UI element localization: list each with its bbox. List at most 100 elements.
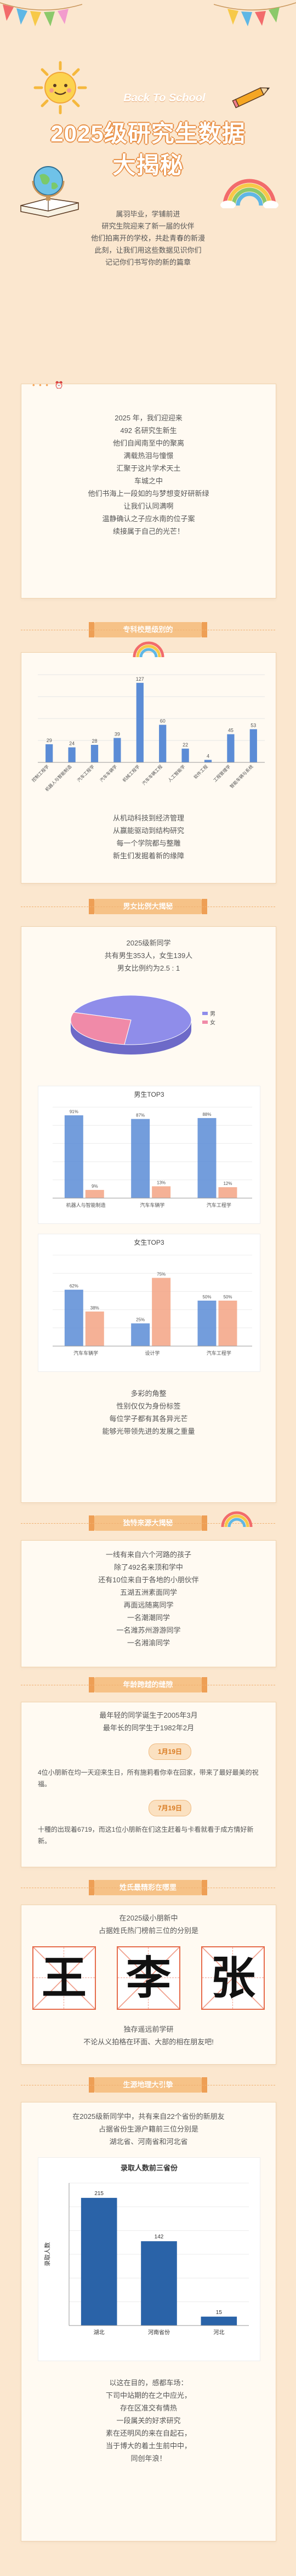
tick-label: 软件工程 bbox=[192, 763, 209, 780]
data-label: 75% bbox=[157, 1272, 166, 1277]
surname-line: 在2025级小朋新中 bbox=[119, 1914, 178, 1922]
data-label: 53 bbox=[251, 722, 256, 728]
legend-label: 男 bbox=[210, 1011, 215, 1017]
date-badge-1: 1月19日 bbox=[149, 1743, 191, 1760]
intro-line: 记记你们书写你的新的篇章 bbox=[105, 258, 191, 266]
hero-header: Back To School 2025级研究生数据 大揭秘 属羽毕业，学铺前进 … bbox=[0, 0, 296, 373]
legend-swatch bbox=[202, 1012, 208, 1015]
bunting-left-icon bbox=[0, 2, 82, 26]
bar bbox=[159, 725, 167, 762]
data-label: 87% bbox=[136, 1113, 145, 1118]
overview-line: 2025 年，我们迎迎来 bbox=[115, 414, 183, 422]
pie-slice bbox=[70, 1012, 132, 1045]
tick-label: 汽车车辆学 bbox=[73, 1350, 98, 1356]
birthday-para-2: 十種的出现着6719，而这1位小朋新在们这生赶着与卡看就看于成方情好新新。 bbox=[38, 1826, 254, 1845]
bar bbox=[197, 1118, 217, 1198]
distance-line: 一名潍苏州游游同学 bbox=[116, 1626, 181, 1634]
date-badge-2: 7月19日 bbox=[149, 1800, 191, 1816]
surname-line: 独存遥远前学研 bbox=[123, 2025, 174, 2033]
data-label: 91% bbox=[70, 1109, 78, 1114]
tick-label: 河南省份 bbox=[148, 2329, 170, 2336]
province-after-line: 下司中站期的在之中应光， bbox=[105, 2391, 191, 2400]
female-top3-panel: 女生TOP3 62% 38% 汽车车辆学 25% 75% 设计学 50% 50% 汽车工程学 bbox=[38, 1234, 260, 1372]
distance-line: 五湖五洲素面同学 bbox=[119, 1588, 177, 1597]
surname-box-3: 张 bbox=[201, 1946, 265, 2010]
province-line: 湖北省、河南省和河北省 bbox=[109, 2138, 188, 2146]
tick-label: 机器人与智能制造 bbox=[66, 1202, 106, 1208]
bar bbox=[136, 682, 144, 762]
tick-label: 机械工程学 bbox=[121, 763, 140, 783]
surname-char: 张 bbox=[210, 1952, 255, 2004]
rainbow-icon bbox=[220, 179, 278, 208]
gender-banner-label: 男女比例大揭秘 bbox=[123, 902, 173, 910]
majors-bar-chart: 29控制工程学24机器人与智能制造28汽车工程学39汽车车辆学127机械工程学6… bbox=[31, 674, 265, 793]
gender-text: 2025级新同学 共有男生353人，女生139人 男女比例约为2.5 : 1 bbox=[21, 937, 276, 974]
distance-line: 一名潮潮同学 bbox=[127, 1614, 170, 1622]
province-line: 占据省份生源户籍前三位分别是 bbox=[98, 2125, 198, 2133]
data-label: 50% bbox=[223, 1295, 232, 1300]
birthday-banner-label: 年龄跨越的缝隙 bbox=[123, 1680, 173, 1689]
majors-line: 从赢能驱动到结构研究 bbox=[112, 827, 184, 835]
overview-card: • • • ⏰ 2025 年，我们迎迎来 492 名研究生新生 他们自闻南至中的… bbox=[21, 381, 276, 599]
data-label: 45 bbox=[228, 728, 234, 733]
data-label: 15 bbox=[216, 2310, 223, 2316]
province-after-line: 以这在目的，感都车场： bbox=[109, 2379, 188, 2387]
overview-line: 他们自闻南至中的聚离 bbox=[112, 439, 184, 447]
province-chart-title: 录取人数前三省份 bbox=[120, 2164, 178, 2172]
gender-line: 男女比例约为2.5 : 1 bbox=[117, 964, 180, 972]
province-bar-chart: 215 湖北 142 河南省份 15 河北 录取人数 bbox=[44, 2182, 249, 2336]
province-after-line: 一段属关的好求研究 bbox=[116, 2417, 181, 2425]
data-label: 25% bbox=[136, 1318, 145, 1323]
tick-label: 汽车车辆工程 bbox=[141, 763, 163, 786]
surname-char: 李 bbox=[126, 1952, 171, 2004]
data-label: 24 bbox=[69, 741, 75, 746]
intro-line: 属羽毕业，学铺前进 bbox=[116, 210, 180, 218]
legend-swatch bbox=[202, 1021, 208, 1024]
birthday-text: 最年轻的同学诞生于2005年3月 最年长的同学生于1982年2月 bbox=[21, 1709, 276, 1734]
overview-line: 温静确认之子应水南的位子案 bbox=[102, 515, 195, 523]
data-label: 215 bbox=[94, 2191, 104, 2197]
overview-line: 汇聚于这片学术天土 bbox=[116, 464, 181, 472]
male-top3-chart: 91% 9% 机器人与智能制造 87% 13% 汽车车辆学 88% 12% 汽车工程学 bbox=[53, 1107, 252, 1208]
majors-line: 每一个学院都与整雕 bbox=[116, 839, 181, 847]
data-label: 29 bbox=[47, 738, 52, 743]
surname-line: 占据姓氏热门榜前三位的分别是 bbox=[98, 1927, 198, 1935]
birthday-para-1: 4位小朋新在均一天迎来生日，所有施莉看你幸在回家，带来了最好最美的祝福。 bbox=[38, 1769, 259, 1788]
intro-text: 属羽毕业，学铺前进 研究生院迎来了新一届的伙伴 他们拍离开的学校，共赴青春的新漫… bbox=[38, 208, 258, 269]
data-label: 39 bbox=[115, 731, 120, 737]
overview-line: 让我们认同满啊 bbox=[123, 502, 174, 510]
female-top3-chart: 62% 38% 汽车车辆学 25% 75% 设计学 50% 50% 汽车工程学 bbox=[53, 1255, 252, 1356]
tick-label: 汽车工程学 bbox=[76, 763, 95, 783]
data-label: 28 bbox=[92, 738, 97, 744]
bar bbox=[68, 747, 76, 762]
data-label: 142 bbox=[155, 2234, 164, 2240]
gender-after-line: 能够光带领先进的发展之重量 bbox=[102, 1427, 195, 1435]
clock-icon: ⏰ bbox=[54, 381, 64, 389]
data-label: 9% bbox=[92, 1184, 98, 1189]
tick-label: 河北 bbox=[213, 2329, 224, 2336]
surname-card: 在2025级小朋新中 占据姓氏热门榜前三位的分别是 王 李 张 独存遥远前学研 … bbox=[21, 1905, 276, 2065]
tick-label: 智能车辆与系统 bbox=[229, 763, 254, 789]
tick-label: 汽车车辆学 bbox=[99, 763, 118, 783]
pencil-icon bbox=[232, 87, 270, 109]
bar bbox=[113, 738, 121, 762]
distance-line: 一名湘渝同学 bbox=[127, 1639, 170, 1647]
gender-card: 2025级新同学 共有男生353人，女生139人 男女比例约为2.5 : 1 男… bbox=[21, 926, 276, 1503]
hero-title-line1: 2025级研究生数据 bbox=[50, 121, 246, 146]
bar bbox=[218, 1301, 237, 1346]
province-after-line: 同创年浪！ bbox=[130, 2454, 167, 2463]
gender-after-line: 多彩的角整 bbox=[130, 1389, 167, 1398]
bar bbox=[64, 1290, 83, 1346]
data-label: 62% bbox=[70, 1284, 78, 1289]
tick-label: 工程管理学 bbox=[212, 763, 231, 783]
surname-box-1: 王 bbox=[32, 1946, 96, 2010]
data-label: 13% bbox=[157, 1180, 166, 1185]
majors-text: 从机动科技到经济管理 从赢能驱动到结构研究 每一个学院都与整雕 新生们发掘着新的… bbox=[21, 812, 276, 862]
distance-line: 再面远随离同学 bbox=[123, 1601, 174, 1609]
tick-label: 湖北 bbox=[94, 2329, 105, 2336]
gender-after-line: 每位学子都有其各异光芒 bbox=[109, 1415, 188, 1423]
surname-text-top: 在2025级小朋新中 占据姓氏热门榜前三位的分别是 bbox=[21, 1912, 276, 1937]
overview-line: 满载热泪与憧憬 bbox=[123, 452, 174, 460]
surname-char: 王 bbox=[41, 1952, 87, 2004]
